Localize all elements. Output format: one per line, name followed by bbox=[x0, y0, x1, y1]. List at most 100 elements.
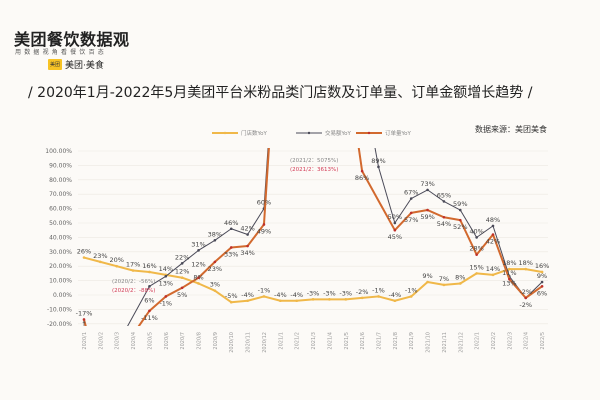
data-point-gmv bbox=[377, 165, 380, 169]
y-tick-label: 10.00% bbox=[49, 278, 72, 285]
data-point-orders bbox=[426, 208, 429, 212]
data-label-orders: -17% bbox=[76, 309, 93, 317]
data-label-gmv: 67% bbox=[404, 189, 418, 197]
data-label-gmv: 38% bbox=[208, 230, 222, 238]
x-tick-label: 2021/3 bbox=[311, 332, 317, 350]
data-label-store: 15% bbox=[469, 263, 483, 271]
data-label-store: 8% bbox=[193, 273, 203, 281]
data-label-gmv: 50% bbox=[388, 213, 402, 221]
x-tick-label: 2022/1 bbox=[475, 332, 481, 350]
x-tick-label: 2020/3 bbox=[115, 332, 121, 350]
data-point-store bbox=[491, 273, 495, 277]
data-point-store bbox=[540, 270, 544, 274]
data-label-orders: 34% bbox=[240, 249, 254, 257]
data-point-gmv bbox=[409, 197, 413, 200]
x-tick-label: 2020/4 bbox=[131, 332, 137, 350]
data-point-orders bbox=[393, 228, 397, 232]
data-label-store: -4% bbox=[389, 291, 402, 299]
x-tick-label: 2022/3 bbox=[507, 332, 513, 350]
brand-badge: 美团 bbox=[48, 59, 63, 70]
data-label-store: 12% bbox=[175, 268, 189, 276]
data-label-gmv: 42% bbox=[240, 225, 254, 233]
data-point-gmv bbox=[246, 233, 249, 236]
x-tick-label: 2021/12 bbox=[458, 332, 464, 353]
data-label-store: 23% bbox=[93, 252, 107, 260]
data-label-orders: 6% bbox=[537, 289, 547, 297]
x-tick-label: 2020/7 bbox=[180, 332, 186, 350]
y-tick-label: 90.00% bbox=[49, 162, 72, 169]
data-point-orders bbox=[491, 233, 495, 236]
annotation-gmv: (2021/2：5075%) bbox=[290, 158, 338, 164]
x-tick-label: 2020/1 bbox=[82, 332, 88, 350]
x-tick-label: 2021/8 bbox=[393, 332, 399, 350]
data-label-store: -3% bbox=[307, 289, 320, 297]
x-tick-label: 2020/2 bbox=[98, 332, 104, 350]
data-point-store bbox=[229, 300, 233, 304]
data-label-gmv: 46% bbox=[224, 219, 238, 227]
annotation-orders: (2020/2：-88%) bbox=[112, 288, 155, 294]
data-label-orders: 54% bbox=[437, 220, 451, 228]
data-point-store bbox=[148, 270, 151, 274]
data-label-store: -3% bbox=[323, 289, 336, 297]
data-point-gmv bbox=[540, 280, 544, 284]
x-tick-label: 2021/6 bbox=[360, 332, 366, 350]
data-label-gmv: 6% bbox=[144, 296, 154, 304]
x-tick-label: 2021/5 bbox=[344, 332, 350, 350]
data-point-store bbox=[82, 256, 86, 259]
data-point-store bbox=[246, 299, 249, 303]
legend-marker-store bbox=[223, 131, 227, 135]
data-point-orders bbox=[246, 244, 249, 248]
legend-marker-orders bbox=[367, 131, 371, 135]
data-point-orders bbox=[262, 223, 266, 226]
data-label-gmv: 65% bbox=[437, 191, 451, 199]
legend-label-gmv: 交易额YoY bbox=[325, 129, 351, 137]
data-label-gmv: 9% bbox=[537, 272, 547, 280]
data-label-store: 17% bbox=[126, 261, 140, 269]
data-point-gmv bbox=[229, 227, 233, 231]
data-point-store bbox=[295, 299, 298, 303]
data-label-store: 16% bbox=[535, 262, 549, 270]
data-label-orders: -1% bbox=[159, 299, 172, 307]
data-point-store bbox=[524, 267, 528, 271]
data-label-store: 7% bbox=[439, 275, 449, 283]
data-point-orders bbox=[508, 277, 511, 281]
data-point-orders bbox=[540, 285, 544, 288]
data-label-gmv: 22% bbox=[175, 253, 189, 261]
x-tick-label: 2020/6 bbox=[164, 332, 170, 350]
data-point-gmv bbox=[475, 236, 478, 239]
logo-text: 美团餐饮数据观 bbox=[14, 30, 130, 49]
data-label-orders: 33% bbox=[224, 250, 238, 258]
arrow-up-icon: ↑ bbox=[81, 320, 86, 328]
data-point-store bbox=[131, 269, 135, 272]
x-tick-label: 2020/12 bbox=[262, 332, 268, 353]
data-point-orders bbox=[164, 295, 168, 298]
data-point-gmv bbox=[180, 262, 184, 265]
data-point-store bbox=[262, 295, 266, 298]
data-label-gmv: 40% bbox=[469, 227, 483, 235]
data-point-store bbox=[442, 283, 446, 287]
data-label-orders: 52% bbox=[453, 223, 467, 231]
data-point-orders bbox=[524, 296, 528, 300]
data-point-store bbox=[197, 282, 200, 285]
data-point-store bbox=[213, 289, 217, 292]
y-tick-label: 100.00% bbox=[45, 148, 72, 155]
data-point-gmv bbox=[426, 188, 429, 192]
data-label-orders: 12% bbox=[191, 261, 205, 269]
data-label-store: -1% bbox=[258, 286, 271, 294]
data-point-orders bbox=[82, 318, 86, 321]
data-label-orders: 59% bbox=[420, 213, 434, 221]
legend-label-orders: 订单量YoY bbox=[385, 129, 411, 137]
data-label-orders: 28% bbox=[469, 245, 483, 253]
data-label-gmv: -2% bbox=[519, 288, 532, 296]
x-tick-label: 2021/2 bbox=[295, 332, 301, 350]
data-point-store bbox=[279, 299, 282, 303]
data-label-orders: 5% bbox=[177, 291, 187, 299]
annotation-orders: (2021/2：3613%) bbox=[290, 167, 338, 173]
data-label-store: 18% bbox=[518, 259, 532, 267]
y-tick-label: 30.00% bbox=[49, 249, 72, 256]
data-point-orders bbox=[229, 246, 233, 249]
data-label-store: -2% bbox=[356, 288, 369, 296]
data-label-gmv: 31% bbox=[191, 240, 205, 248]
data-point-store bbox=[311, 298, 315, 301]
data-label-store: -1% bbox=[372, 286, 385, 294]
